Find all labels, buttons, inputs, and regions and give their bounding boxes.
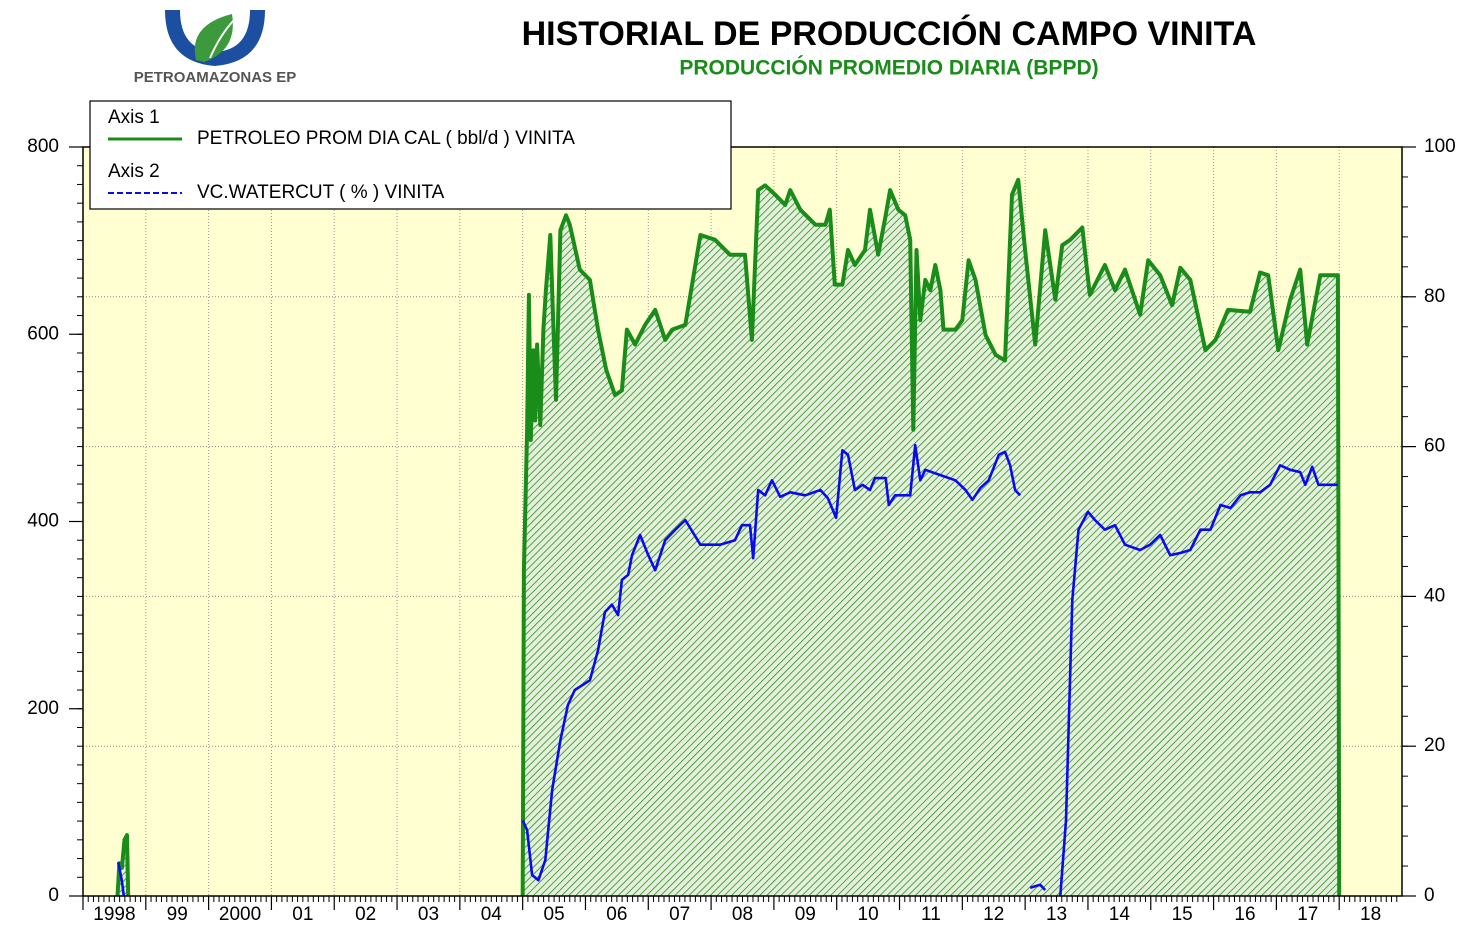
legend-box: [89, 100, 732, 210]
axes: 1998 99 2000 01 02 03 04 05 06 07 08 09 10 11 12 13 14 15…: [27, 136, 1455, 925]
x-tick-label: 18: [1360, 904, 1381, 925]
y-tick-label: 200: [27, 698, 59, 719]
y2-tick-label: 100: [1424, 136, 1456, 157]
marks: [115, 177, 1342, 897]
chart-title: HISTORIAL DE PRODUCCIÓN CAMPO VINITA: [522, 15, 1257, 53]
x-tick-label: 16: [1234, 904, 1255, 925]
y2-tick-label: 0: [1424, 885, 1435, 906]
x-tick-label: 2000: [219, 904, 261, 925]
x-tick-label: 09: [795, 904, 816, 925]
series-area: [117, 179, 1340, 897]
logo: PETROAMAZONAS EP: [134, 10, 297, 86]
y-tick-label: 600: [27, 323, 59, 344]
x-tick-label: 12: [983, 904, 1004, 925]
legend-label: PETROLEO PROM DIA CAL ( bbl/d ) VINITA: [197, 128, 575, 149]
x-tick-label: 13: [1046, 904, 1067, 925]
y2-tick-label: 40: [1424, 585, 1445, 606]
x-tick-label: 10: [858, 904, 879, 925]
legend-label: VC.WATERCUT ( % ) VINITA: [197, 182, 445, 203]
legend: Axis 1 PETROLEO PROM DIA CAL ( bbl/d ) VI…: [89, 100, 732, 210]
x-tick-label: 08: [732, 904, 753, 925]
legend-group: Axis 1: [108, 107, 160, 128]
x-tick-label: 11: [921, 904, 941, 925]
y-tick-label: 400: [27, 511, 59, 532]
x-tick-label: 01: [292, 904, 313, 925]
x-tick-label: 02: [355, 904, 376, 925]
y2-tick-label: 20: [1424, 735, 1445, 756]
y2-tick-label: 60: [1424, 436, 1445, 457]
x-tick-label: 15: [1172, 904, 1193, 925]
x-tick-label: 06: [606, 904, 627, 925]
chart-subtitle: PRODUCCIÓN PROMEDIO DIARIA (BPPD): [679, 56, 1098, 80]
y2-tick-label: 80: [1424, 286, 1445, 307]
x-tick-label: 99: [167, 904, 188, 925]
x-tick-label: 17: [1297, 904, 1318, 925]
x-tick-label: 07: [669, 904, 690, 925]
x-tick-label: 1998: [93, 904, 135, 925]
series-line: [116, 443, 1338, 897]
x-tick-label: 05: [544, 904, 565, 925]
legend-group: Axis 2: [108, 161, 160, 182]
y-tick-label: 0: [48, 885, 59, 906]
y-tick-label: 800: [27, 136, 59, 157]
x-tick-label: 03: [418, 904, 439, 925]
logo-text: PETROAMAZONAS EP: [134, 69, 297, 86]
x-tick-label: 04: [481, 904, 503, 925]
x-tick-label: 14: [1109, 904, 1131, 925]
